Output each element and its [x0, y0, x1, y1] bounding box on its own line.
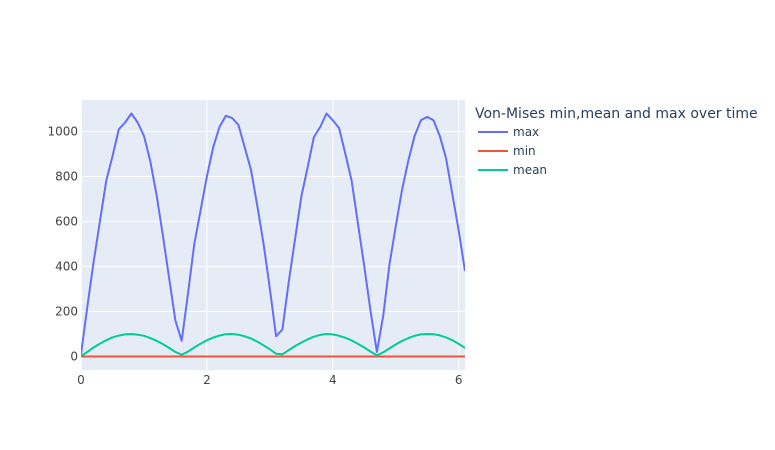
series-lines — [81, 112, 465, 358]
x-tick-label: 2 — [203, 373, 211, 387]
series-line-max — [81, 112, 465, 355]
y-tick-label: 0 — [70, 350, 78, 364]
y-tick-label: 1000 — [47, 125, 78, 139]
legend-title: Von-Mises min,mean and max over time — [475, 106, 758, 122]
y-tick-label: 200 — [55, 305, 78, 319]
legend[interactable]: Von-Mises min,mean and max over time max… — [475, 106, 758, 177]
legend-label: mean — [513, 163, 547, 177]
x-axis-ticks: 0 2 4 6 — [77, 373, 462, 387]
legend-label: max — [513, 125, 539, 139]
y-axis-ticks: 0 200 400 600 800 1000 — [47, 125, 78, 364]
x-tick-label: 6 — [455, 373, 463, 387]
x-tick-label: 4 — [329, 373, 337, 387]
legend-label: min — [513, 144, 536, 158]
series-line-mean — [81, 333, 465, 357]
legend-item-min[interactable]: min — [478, 144, 536, 158]
legend-items[interactable]: max min mean — [478, 125, 547, 177]
x-tick-label: 0 — [77, 373, 85, 387]
y-tick-label: 800 — [55, 170, 78, 184]
legend-item-mean[interactable]: mean — [478, 163, 547, 177]
y-tick-label: 600 — [55, 215, 78, 229]
y-tick-label: 400 — [55, 260, 78, 274]
legend-item-max[interactable]: max — [478, 125, 539, 139]
plot-background — [81, 100, 465, 370]
